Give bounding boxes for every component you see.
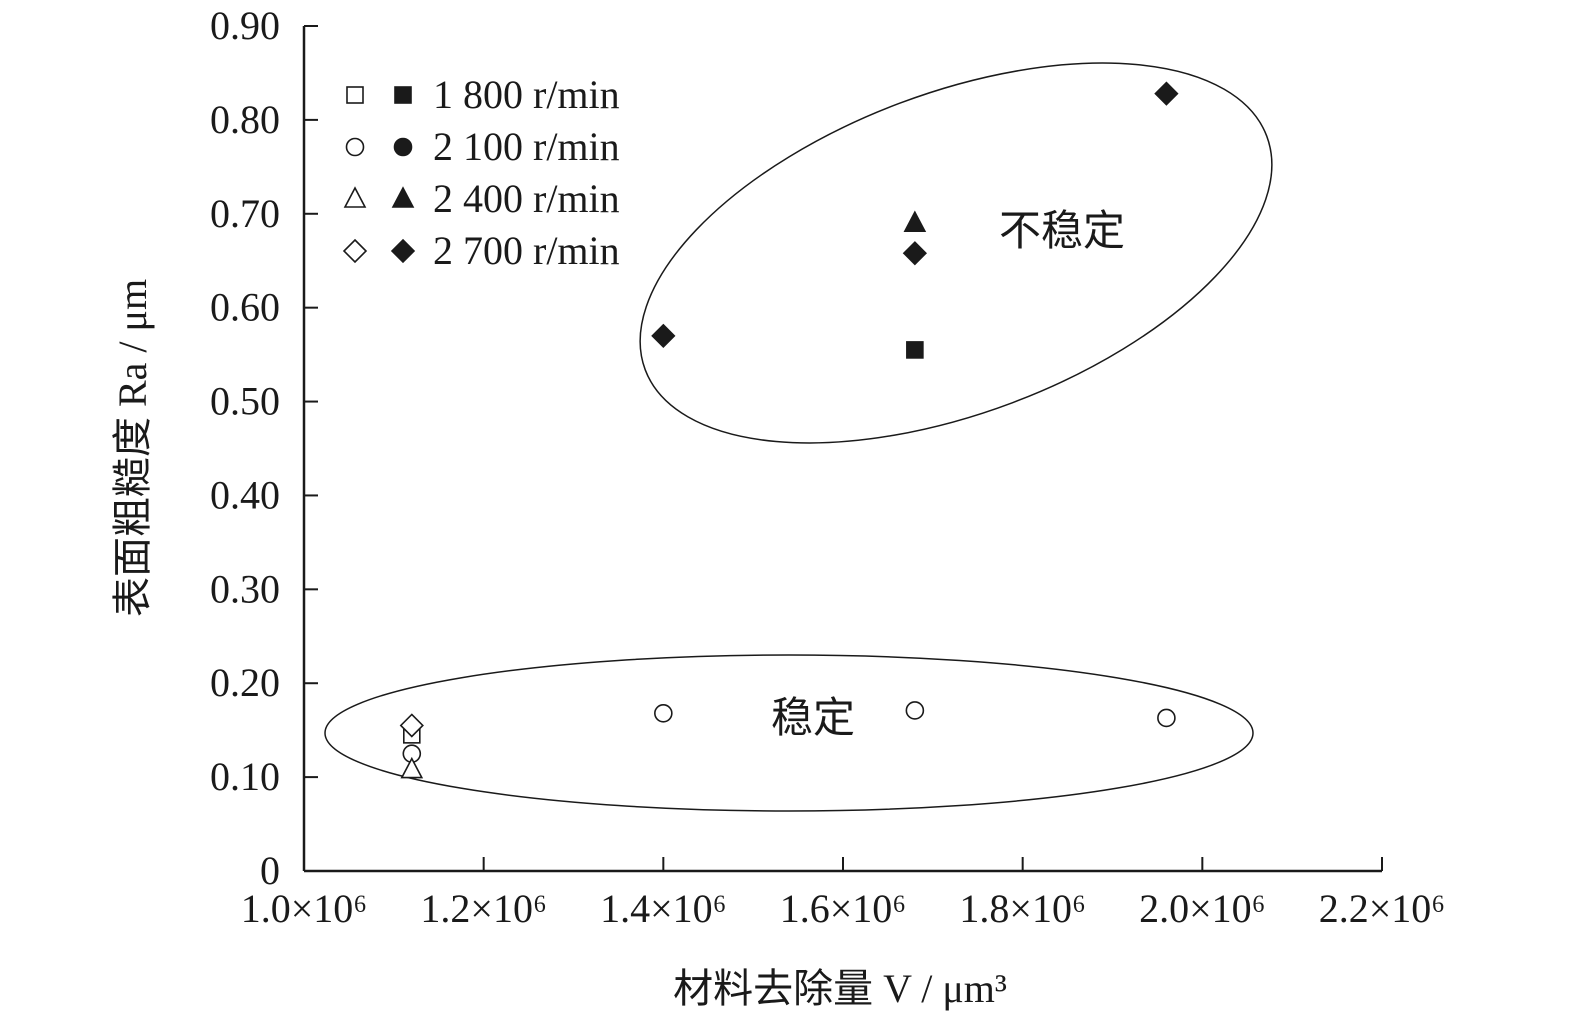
legend-label: 2 100 r/min xyxy=(433,124,620,169)
x-tick-label: 1.0×10⁶ xyxy=(241,886,368,931)
legend-label: 1 800 r/min xyxy=(433,72,620,117)
y-tick-label: 0.10 xyxy=(210,754,280,799)
y-tick-label: 0.70 xyxy=(210,191,280,236)
stable-point-circle xyxy=(905,701,925,720)
unstable-region-label: 不稳定 xyxy=(999,208,1125,255)
legend-open-diamond xyxy=(342,238,368,264)
legend-open-circle xyxy=(345,137,365,157)
x-axis-title: 材料去除量 V / μm³ xyxy=(673,966,1007,1011)
y-tick-label: 0.90 xyxy=(210,3,280,48)
legend-filled-triangle xyxy=(391,186,415,208)
y-tick-label: 0.40 xyxy=(210,472,280,517)
unstable-point-diamond xyxy=(1154,81,1179,106)
unstable-point-diamond xyxy=(651,323,676,348)
y-tick-label: 0 xyxy=(260,848,280,893)
legend-filled-diamond xyxy=(390,238,416,264)
stable-point-circle xyxy=(654,703,673,723)
y-axis-title: 表面粗糙度 Ra / μm xyxy=(110,279,155,617)
x-ticks: 1.0×10⁶ 1.2×10⁶ 1.4×10⁶ 1.6×10⁶ 1.8×10⁶ 2.0×1… xyxy=(241,857,1446,931)
unstable-point-square xyxy=(906,341,924,359)
legend-filled-square xyxy=(394,86,412,104)
x-tick-label: 1.6×10⁶ xyxy=(780,886,907,931)
y-tick-label: 0.30 xyxy=(210,566,280,611)
y-tick-label: 0.80 xyxy=(210,97,280,142)
data-points xyxy=(399,81,1179,779)
stable-point-diamond xyxy=(399,713,424,738)
legend-open-triangle xyxy=(343,186,367,208)
unstable-point-diamond xyxy=(902,241,927,266)
y-tick-label: 0.60 xyxy=(210,285,280,330)
x-tick-label: 2.0×10⁶ xyxy=(1139,886,1266,931)
y-tick-label: 0.50 xyxy=(210,379,280,424)
x-tick-label: 1.2×10⁶ xyxy=(420,886,547,931)
stable-region-label: 稳定 xyxy=(771,695,855,742)
unstable-point-triangle xyxy=(903,210,927,232)
unstable-region-ellipse xyxy=(639,62,1273,444)
stable-point-triangle xyxy=(400,756,424,779)
y-ticks: 0 0.10 0.20 0.30 0.40 0.50 0.60 0.70 0.80 0.90 xyxy=(210,3,318,893)
legend-label: 2 700 r/min xyxy=(433,228,620,273)
x-tick-label: 2.2×10⁶ xyxy=(1319,886,1446,931)
stable-region-ellipse xyxy=(324,654,1254,812)
legend-label: 2 400 r/min xyxy=(433,176,620,221)
stable-point-circle xyxy=(1157,708,1176,728)
legend: 1 800 r/min 2 100 r/min 2 400 r/min 2 700 r… xyxy=(342,72,620,273)
legend-filled-circle xyxy=(393,137,413,157)
x-tick-label: 1.8×10⁶ xyxy=(959,886,1086,931)
y-tick-label: 0.20 xyxy=(210,660,280,705)
legend-open-square xyxy=(346,86,364,104)
x-tick-label: 1.4×10⁶ xyxy=(600,886,727,931)
